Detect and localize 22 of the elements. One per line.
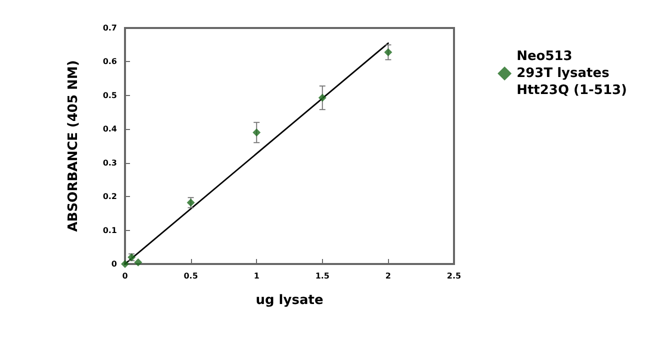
point (318, 94, 326, 102)
x-tick-label: 0.5 (184, 272, 198, 280)
x-tick-label: 2 (385, 272, 391, 280)
y-tick-label: 0 (111, 260, 118, 268)
x-tick-label: 1.5 (315, 272, 330, 280)
point (252, 128, 261, 137)
point (384, 48, 392, 56)
y-tick-label: 0.3 (102, 158, 117, 168)
y-axis-title: ABSORBANCE (405 NM) (66, 60, 81, 232)
y-tick-label: 0.7 (102, 24, 117, 32)
point (134, 258, 142, 266)
x-axis-title: ug lysate (256, 293, 324, 308)
y-tick-label: 0.1 (102, 226, 118, 235)
x-tick-label: 0 (122, 272, 128, 280)
y-tick-label: 0.6 (102, 57, 118, 66)
x-tick-label: 2.5 (446, 272, 462, 280)
y-tick-label: 0.2 (102, 192, 117, 202)
y-tick-label: 0.4 (102, 124, 118, 134)
legend-label: Neo513 293T lysates Htt23Q (1-513) (516, 49, 627, 98)
x-tick-label: 1 (254, 272, 260, 280)
point (121, 260, 129, 268)
y-tick-label: 0.5 (102, 90, 118, 100)
